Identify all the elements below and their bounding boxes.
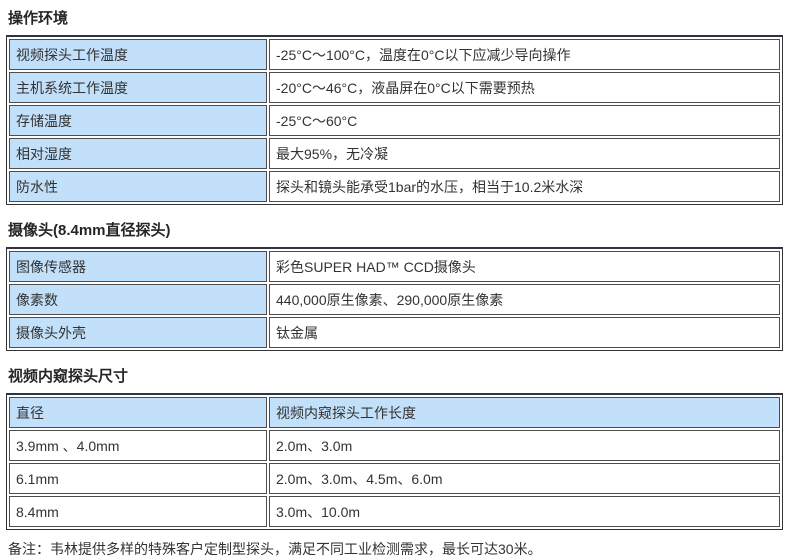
section-title-operating-environment: 操作环境 — [8, 10, 69, 27]
table-row: 3.9mm 、4.0mm 2.0m、3.0m — [9, 430, 780, 461]
table-row: 防水性 探头和镜头能承受1bar的水压，相当于10.2米水深 — [9, 171, 780, 202]
section-title-camera-head: 摄像头(8.4mm直径探头) — [8, 222, 171, 239]
spec-value: 2.0m、3.0m、4.5m、6.0m — [269, 463, 780, 494]
spec-label: 相对湿度 — [9, 138, 267, 169]
spec-label: 防水性 — [9, 171, 267, 202]
table-row: 8.4mm 3.0m、10.0m — [9, 496, 780, 527]
section-title-probe-dimensions: 视频内窥探头尺寸 — [8, 368, 129, 385]
column-header-working-length: 视频内窥探头工作长度 — [269, 397, 780, 428]
spec-value: -25°C～100°C，温度在0°C以下应减少导向操作 — [269, 39, 780, 70]
table-row: 视频探头工作温度 -25°C～100°C，温度在0°C以下应减少导向操作 — [9, 39, 780, 70]
spec-label: 6.1mm — [9, 463, 267, 494]
spec-value: 最大95%，无冷凝 — [269, 138, 780, 169]
spec-value: 钛金属 — [269, 317, 780, 348]
column-header-diameter: 直径 — [9, 397, 267, 428]
table-row: 存储温度 -25°C～60°C — [9, 105, 780, 136]
table-row: 像素数 440,000原生像素、290,000原生像素 — [9, 284, 780, 315]
spec-value: -20°C～46°C，液晶屏在0°C以下需要预热 — [269, 72, 780, 103]
spec-value: 3.0m、10.0m — [269, 496, 780, 527]
spec-label: 存储温度 — [9, 105, 267, 136]
camera-head-table: 图像传感器 彩色SUPER HAD™ CCD摄像头 像素数 440,000原生像… — [6, 247, 783, 351]
spec-value: 探头和镜头能承受1bar的水压，相当于10.2米水深 — [269, 171, 780, 202]
spec-value: 彩色SUPER HAD™ CCD摄像头 — [269, 251, 780, 282]
spec-label: 摄像头外壳 — [9, 317, 267, 348]
spec-value: -25°C～60°C — [269, 105, 780, 136]
spec-label: 3.9mm 、4.0mm — [9, 430, 267, 461]
spec-label: 主机系统工作温度 — [9, 72, 267, 103]
spec-value: 2.0m、3.0m — [269, 430, 780, 461]
table-row: 图像传感器 彩色SUPER HAD™ CCD摄像头 — [9, 251, 780, 282]
footnote: 备注：韦林提供多样的特殊客户定制型探头，满足不同工业检测需求，最长可达30米。 — [8, 541, 542, 557]
spec-value: 440,000原生像素、290,000原生像素 — [269, 284, 780, 315]
table-header-row: 直径 视频内窥探头工作长度 — [9, 397, 780, 428]
table-row: 相对湿度 最大95%，无冷凝 — [9, 138, 780, 169]
table-row: 6.1mm 2.0m、3.0m、4.5m、6.0m — [9, 463, 780, 494]
table-row: 主机系统工作温度 -20°C～46°C，液晶屏在0°C以下需要预热 — [9, 72, 780, 103]
table-row: 摄像头外壳 钛金属 — [9, 317, 780, 348]
spec-label: 像素数 — [9, 284, 267, 315]
spec-label: 8.4mm — [9, 496, 267, 527]
spec-label: 图像传感器 — [9, 251, 267, 282]
operating-environment-table: 视频探头工作温度 -25°C～100°C，温度在0°C以下应减少导向操作 主机系… — [6, 35, 783, 205]
spec-label: 视频探头工作温度 — [9, 39, 267, 70]
probe-dimensions-table: 直径 视频内窥探头工作长度 3.9mm 、4.0mm 2.0m、3.0m 6.1… — [6, 393, 783, 530]
